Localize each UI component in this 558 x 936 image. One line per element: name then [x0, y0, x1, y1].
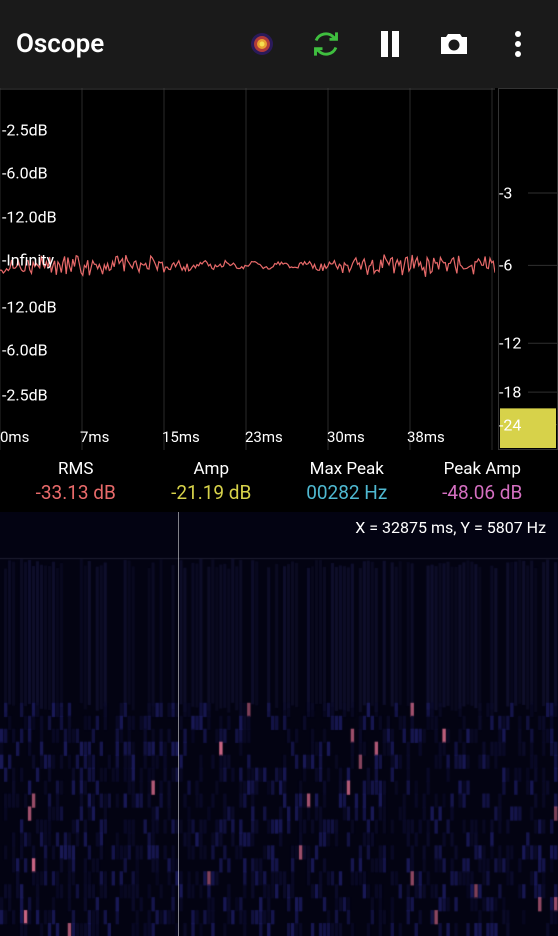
spectrogram-panel[interactable]: X = 32875 ms, Y = 5807 Hz [0, 512, 558, 936]
stat-rms: RMS -33.13 dB [8, 459, 144, 504]
oscilloscope-panel: -2.5dB -6.0dB -12.0dB -Infinity -12.0dB -6.0d… [0, 88, 558, 450]
stat-maxpeak: Max Peak 00282 Hz [279, 459, 415, 504]
y-axis-label: -Infinity [2, 250, 54, 269]
cursor-readout: X = 32875 ms, Y = 5807 Hz [355, 518, 546, 537]
meter-label: -6 [499, 256, 512, 275]
app-toolbar: Oscope [0, 0, 558, 88]
stat-value: -33.13 dB [8, 481, 144, 504]
pause-icon[interactable] [366, 20, 414, 68]
app-title: Oscope [16, 29, 222, 59]
stat-amp: Amp -21.19 dB [144, 459, 280, 504]
stat-label: Peak Amp [415, 459, 551, 479]
spectrogram-canvas[interactable] [0, 512, 558, 936]
meter-label: -24 [499, 415, 521, 434]
stat-peakamp: Peak Amp -48.06 dB [415, 459, 551, 504]
meter-label: -12 [499, 334, 521, 353]
y-axis-label: -12.0dB [2, 208, 57, 227]
x-axis-label: 23ms [245, 428, 283, 446]
stat-label: Max Peak [279, 459, 415, 479]
more-icon[interactable] [494, 20, 542, 68]
color-mode-icon[interactable] [238, 20, 286, 68]
y-axis-label: -2.5dB [2, 385, 48, 404]
x-axis-label: 0ms [0, 428, 29, 446]
y-axis-label: -6.0dB [2, 164, 48, 183]
stat-value: -21.19 dB [144, 481, 280, 504]
x-axis-label: 7ms [80, 428, 109, 446]
meter-label: -18 [499, 383, 521, 402]
x-axis-label: 15ms [162, 428, 200, 446]
x-axis-label: 38ms [407, 428, 445, 446]
stat-value: 00282 Hz [279, 481, 415, 504]
y-axis-label: -2.5dB [2, 120, 48, 139]
stat-label: Amp [144, 459, 280, 479]
spectrogram-cursor [178, 512, 179, 936]
stat-value: -48.06 dB [415, 481, 551, 504]
refresh-icon[interactable] [302, 20, 350, 68]
stat-label: RMS [8, 459, 144, 479]
y-axis-label: -12.0dB [2, 298, 57, 317]
x-axis-label: 30ms [327, 428, 365, 446]
waveform-plot[interactable] [0, 88, 495, 450]
y-axis-label: -6.0dB [2, 341, 48, 360]
meter-label: -3 [499, 183, 512, 202]
stats-bar: RMS -33.13 dB Amp -21.19 dB Max Peak 002… [0, 450, 558, 512]
camera-icon[interactable] [430, 20, 478, 68]
